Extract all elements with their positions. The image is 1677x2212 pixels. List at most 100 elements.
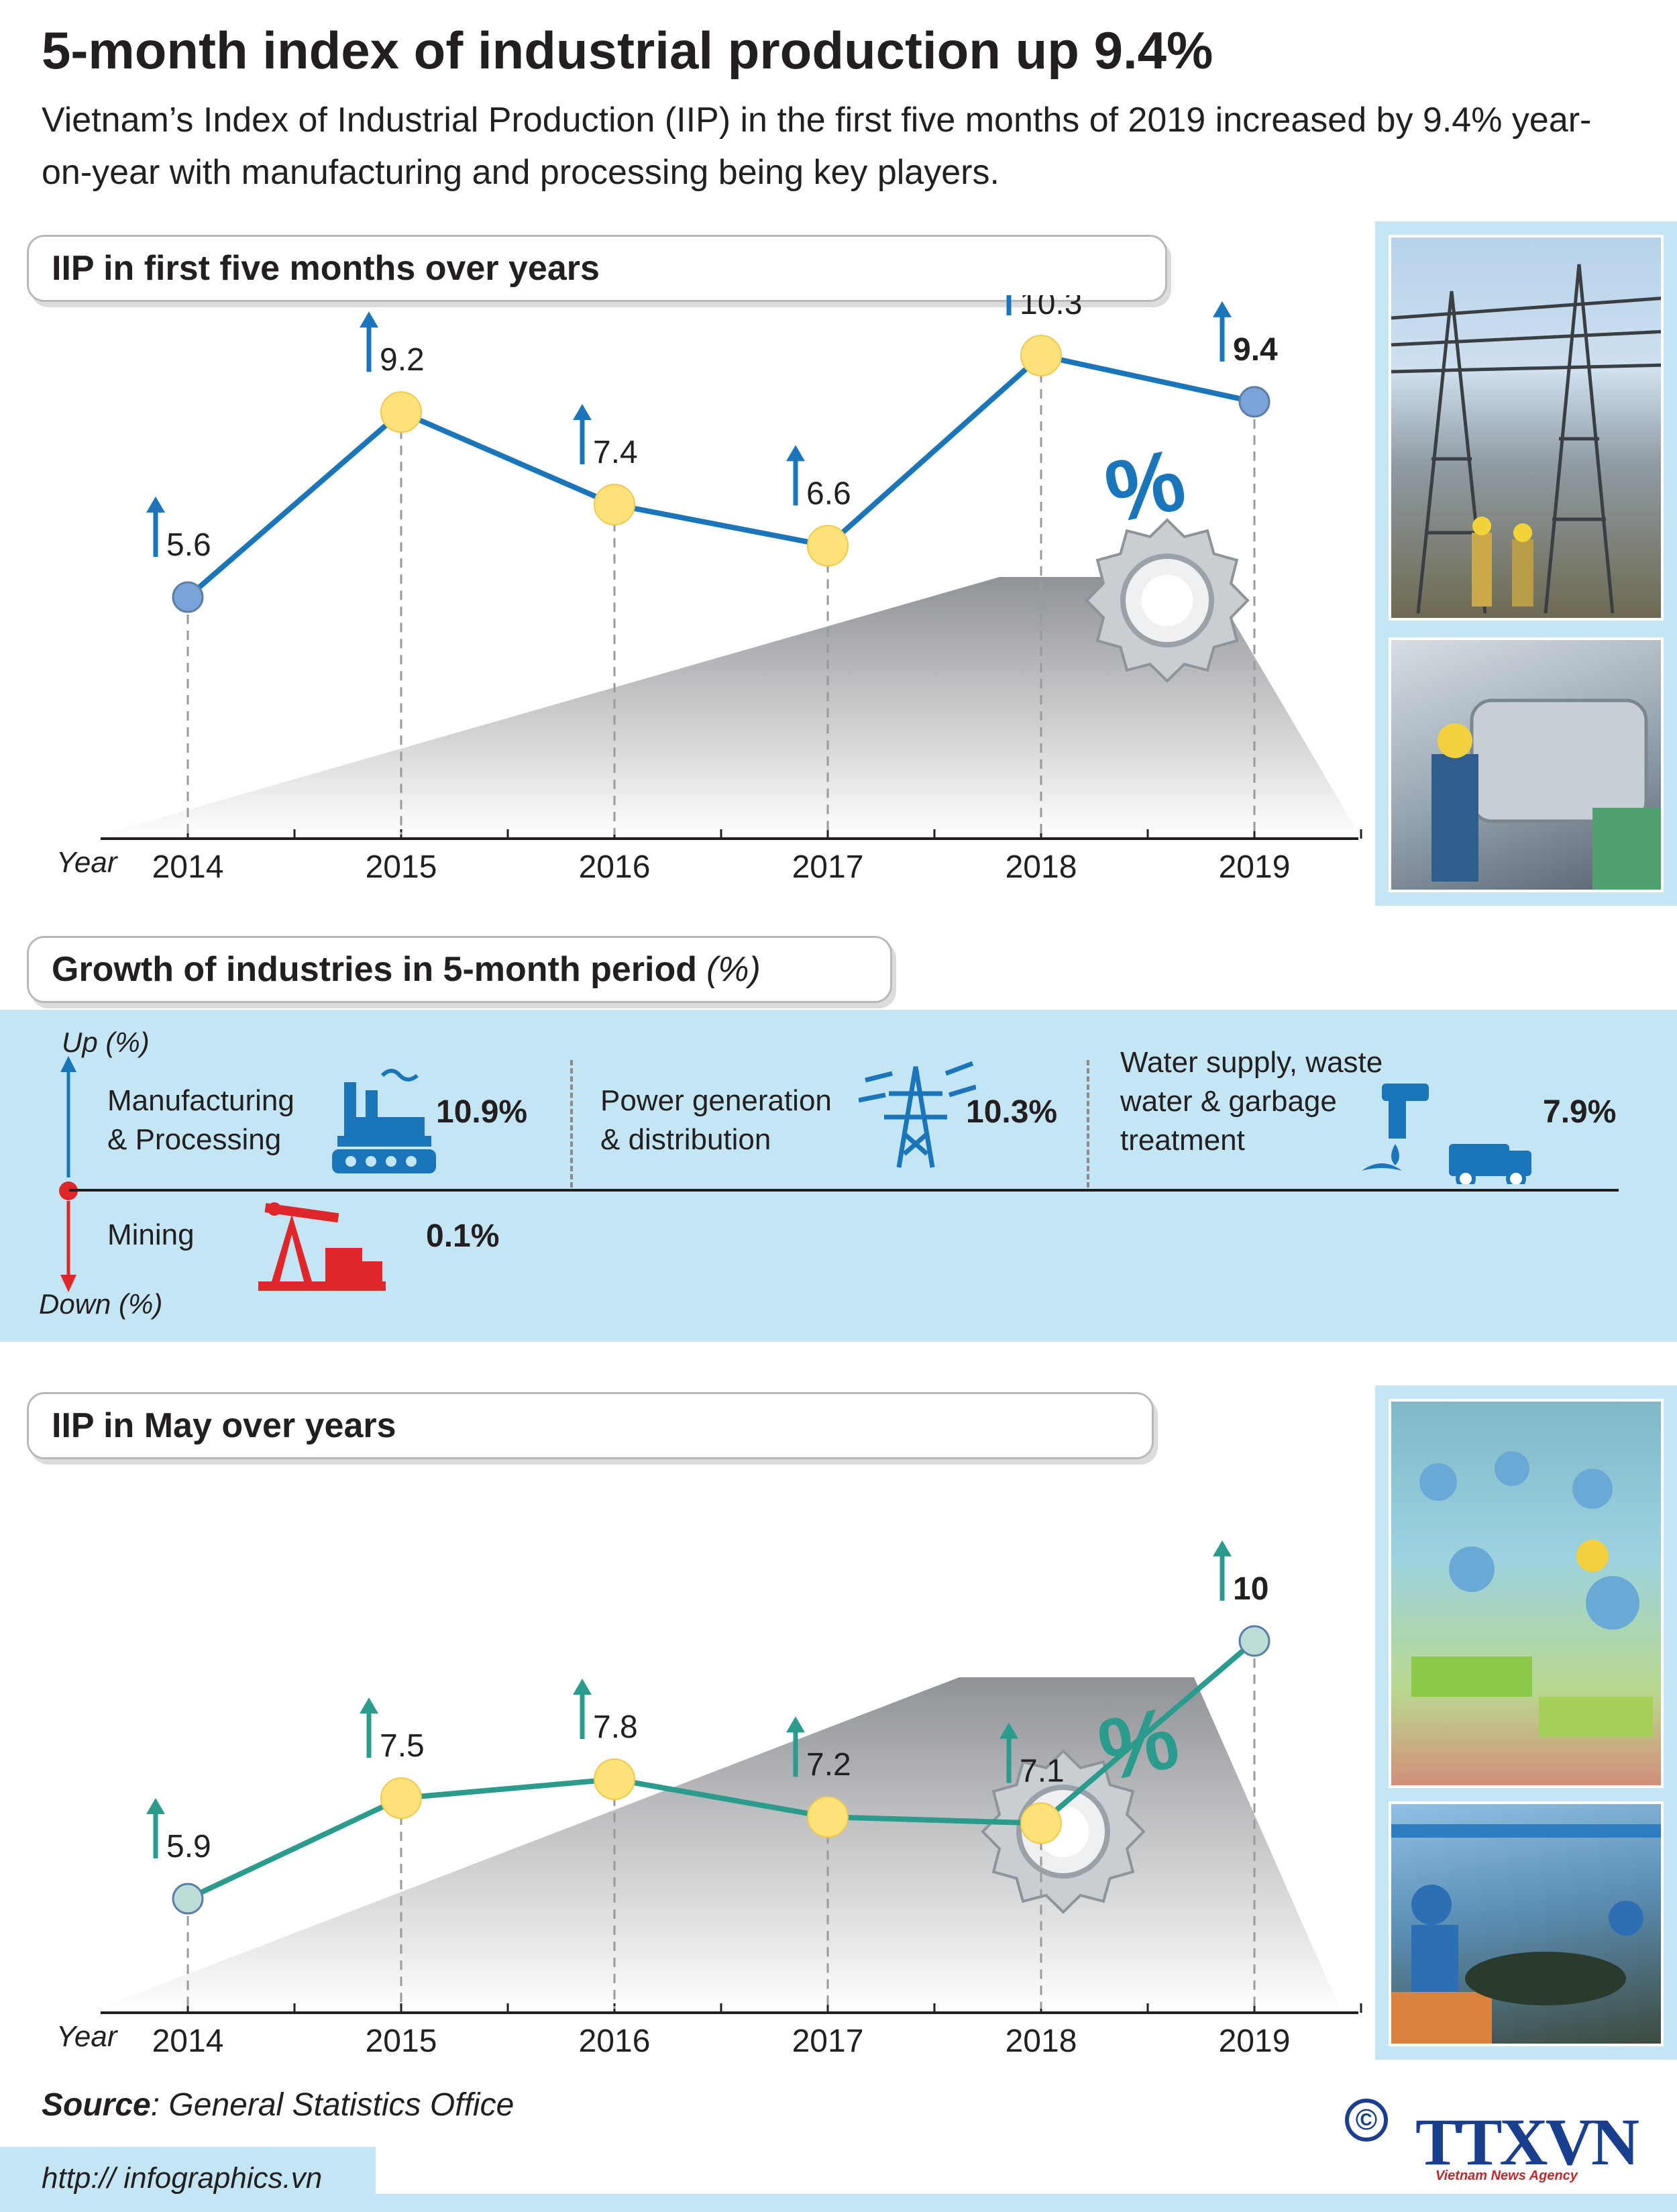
up-arrow-head [360, 1697, 378, 1714]
data-point [1238, 386, 1270, 418]
factory-icon [332, 1069, 436, 1173]
section-heading-text: IIP in May over years [52, 1406, 396, 1445]
growth-value-mining: 0.1% [426, 1218, 500, 1254]
up-label: Up (%) [62, 1026, 150, 1058]
section-heading-growth: Growth of industries in 5-month period (… [27, 936, 892, 1003]
x-axis-label: Year [56, 2020, 119, 2053]
data-label: 5.6 [166, 527, 211, 563]
industry-label-power: Power generation & distribution [600, 1082, 832, 1159]
seafood-processing-photo [1389, 1399, 1664, 1788]
photo-panel-bottom [1375, 1385, 1677, 2060]
up-arrow-head [360, 311, 378, 328]
label-line: treatment [1120, 1124, 1245, 1157]
photo-panel-top [1375, 221, 1677, 906]
source-label: Source [42, 2087, 151, 2123]
x-tick-label: 2015 [366, 849, 437, 885]
up-down-axis [59, 1056, 78, 1292]
car-assembly-photo [1389, 637, 1664, 892]
label-line: Water supply, waste [1120, 1046, 1383, 1079]
data-label: 7.1 [1020, 1754, 1065, 1789]
growth-value-power: 10.3% [966, 1094, 1058, 1130]
website-link[interactable]: http:// infographics.vn [42, 2162, 323, 2195]
industry-label-manufacturing: Manufacturing & Processing [107, 1082, 294, 1159]
x-tick-label: 2015 [366, 2023, 437, 2059]
source-text: : General Statistics Office [150, 2087, 515, 2123]
seafood-processing-illustration [1411, 1451, 1653, 1737]
url-strip [0, 2147, 376, 2212]
x-tick-label: 2017 [792, 849, 864, 885]
up-arrow-head [999, 1722, 1018, 1739]
gear-icon [1085, 518, 1250, 683]
data-label: 7.5 [380, 1728, 425, 1764]
up-arrow-head [146, 1798, 165, 1814]
up-arrow-head [1213, 301, 1232, 317]
label-line: & distribution [600, 1123, 771, 1156]
car-assembly-illustration [1431, 698, 1661, 890]
copyright-icon: © [1345, 2099, 1388, 2142]
up-arrow-head [573, 404, 592, 421]
background-ramp [87, 577, 1362, 839]
series-line [186, 1638, 1256, 1901]
data-point [172, 1883, 204, 1915]
x-tick-label: 2017 [792, 2023, 864, 2059]
data-label: 9.2 [380, 342, 425, 378]
label-line: Manufacturing [107, 1084, 294, 1117]
x-tick-label: 2019 [1219, 849, 1291, 885]
data-label: 6.6 [806, 476, 851, 511]
data-point [1020, 334, 1062, 376]
x-tick-label: 2018 [1006, 2023, 1077, 2059]
x-tick-label: 2014 [152, 2023, 224, 2059]
ttxvn-logo: TTXVN [1415, 2105, 1639, 2179]
data-point [380, 391, 422, 433]
page-title: 5-month index of industrial production u… [42, 21, 1213, 80]
section-heading-iip-may: IIP in May over years [27, 1392, 1154, 1459]
data-point [172, 581, 204, 613]
data-label: 5.9 [166, 1829, 211, 1864]
up-arrow-head [146, 496, 165, 513]
data-label: 7.8 [593, 1709, 638, 1745]
footer-strip [376, 2194, 1677, 2212]
up-arrow-head [573, 1678, 592, 1695]
growth-value-manufacturing: 10.9% [436, 1094, 528, 1130]
label-line: water & garbage [1120, 1085, 1337, 1118]
label-line: Power generation [600, 1084, 832, 1117]
industry-label-mining: Mining [107, 1216, 195, 1255]
x-tick-label: 2018 [1006, 849, 1077, 885]
data-label: 7.2 [806, 1747, 851, 1783]
data-point [1238, 1625, 1270, 1657]
industry-label-water: Water supply, waste water & garbage trea… [1120, 1043, 1383, 1160]
growth-value-water: 7.9% [1543, 1094, 1617, 1130]
x-axis-label: Year [56, 846, 119, 879]
data-point [807, 525, 849, 567]
data-point [594, 484, 635, 526]
source-note: Source: General Statistics Office [42, 2087, 514, 2123]
sorting-workers-photo [1389, 1801, 1664, 2046]
x-tick-label: 2016 [579, 849, 651, 885]
substation-illustration [1391, 264, 1661, 614]
power-tower-icon [859, 1061, 976, 1168]
data-label: 10.3 [1020, 295, 1082, 321]
sorting-workers-illustration [1391, 1824, 1661, 2044]
ttxvn-logo-subtitle: Vietnam News Agency [1436, 2168, 1578, 2183]
data-label: 7.4 [593, 435, 638, 470]
up-arrow-head [786, 445, 805, 462]
data-label: 9.4 [1233, 332, 1278, 368]
growth-divider [69, 1189, 1619, 1192]
growth-separator [1087, 1060, 1089, 1188]
series-line [186, 352, 1255, 600]
percent-icon: % [1097, 430, 1193, 542]
label-line: Mining [107, 1218, 195, 1251]
x-tick-label: 2016 [579, 2023, 651, 2059]
section-heading-unit: (%) [706, 950, 761, 989]
iip-five-months-chart: % Year 5.6 2014 9.2 2015 7.4 2016 6.6 2017 10.3 201… [56, 295, 1362, 885]
data-point [807, 1796, 849, 1838]
power-substation-photo [1389, 235, 1664, 621]
x-tick-label: 2014 [152, 849, 224, 885]
section-heading-text: Growth of industries in 5-month period [52, 950, 697, 989]
section-heading-text: IIP in first five months over years [52, 249, 600, 288]
iip-may-chart: %Year5.920147.520157.820167.220177.12018… [56, 1540, 1362, 2059]
label-line: & Processing [107, 1123, 282, 1156]
up-arrow-head [1213, 1540, 1232, 1557]
up-arrow-head [786, 1716, 805, 1733]
data-point [380, 1777, 422, 1820]
